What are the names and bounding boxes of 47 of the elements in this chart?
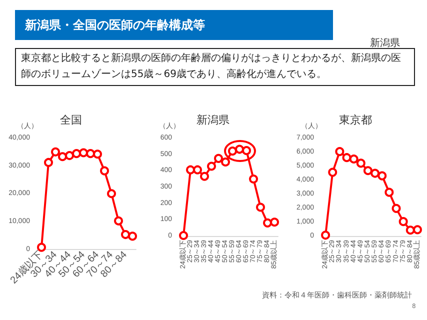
text: 新潟県 <box>370 36 400 50</box>
point <box>328 168 338 177</box>
point <box>93 150 102 159</box>
chart-title: 東京都 <box>339 114 372 126</box>
point <box>214 154 223 163</box>
point <box>321 230 330 240</box>
text: 東京都と比較すると新潟県の医師の年齢層の偏りがはっきりとわかるが、新潟県の医師のボリュームゾーンは55歳～69歳であり、高齢化が進んでいる。 <box>15 48 415 86</box>
point <box>65 151 74 160</box>
point <box>86 149 95 158</box>
point <box>412 225 422 234</box>
point <box>270 218 279 227</box>
point <box>79 148 88 158</box>
point <box>37 242 46 252</box>
point <box>186 165 195 174</box>
point <box>114 216 123 226</box>
point <box>363 166 372 176</box>
text: 新潟県・全国の医師の年齢構成等 <box>15 10 333 40</box>
point <box>256 202 265 212</box>
point <box>406 226 415 235</box>
point <box>349 154 358 164</box>
point <box>200 172 209 181</box>
point <box>107 189 116 198</box>
point <box>228 146 237 156</box>
point <box>121 230 130 240</box>
point <box>128 232 137 241</box>
point <box>370 168 380 178</box>
point <box>51 147 60 156</box>
point <box>398 217 408 226</box>
point <box>242 146 251 156</box>
point <box>378 171 387 180</box>
point <box>249 174 258 184</box>
chart-title: 全国 <box>60 114 82 126</box>
point <box>58 152 67 162</box>
point <box>44 158 53 167</box>
point <box>356 158 366 168</box>
point <box>221 158 230 167</box>
point <box>335 147 344 156</box>
point <box>384 188 394 197</box>
point <box>342 153 352 162</box>
point <box>72 149 81 158</box>
point <box>263 218 272 228</box>
point <box>392 204 401 213</box>
point <box>193 165 202 174</box>
point <box>179 231 188 240</box>
chart-title: 新潟県 <box>196 114 230 126</box>
point <box>100 166 109 176</box>
point <box>207 162 216 171</box>
